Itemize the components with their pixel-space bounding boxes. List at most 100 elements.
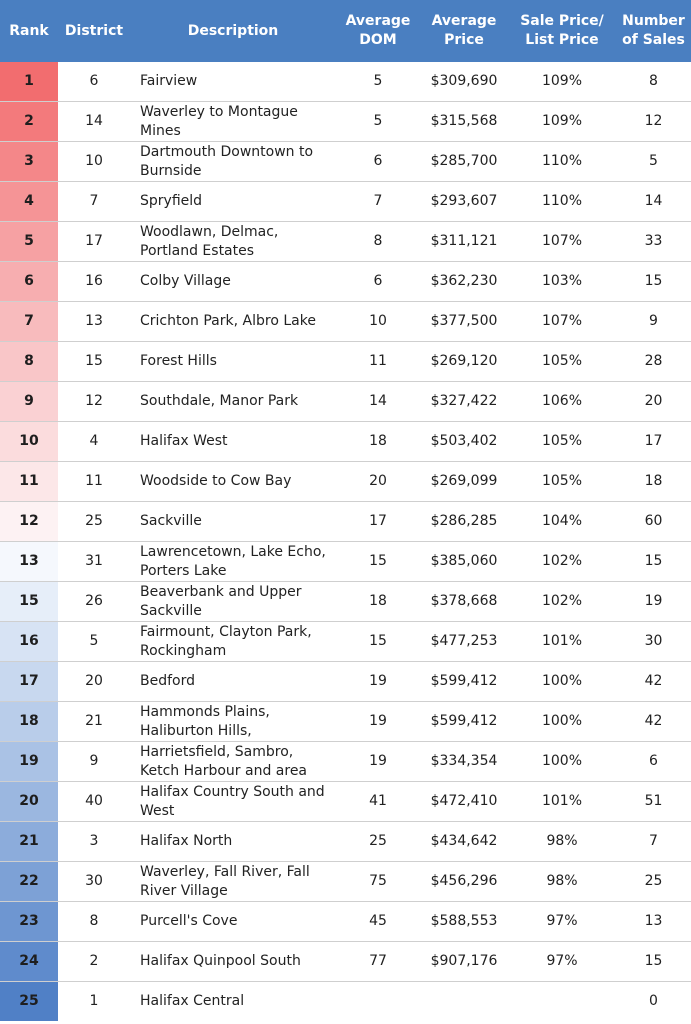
description-cell: Woodside to Cow Bay [130,461,336,502]
header-sale-list-ratio: Sale Price/ List Price [508,0,616,62]
sale-list-ratio-cell: 101% [508,781,616,822]
sale-list-ratio-cell [508,982,616,1022]
table-row: 13 31 Lawrencetown, Lake Echo, Porters Lak… [0,541,691,582]
average-dom-cell: 5 [336,62,420,102]
average-dom-cell: 5 [336,101,420,142]
average-dom-cell: 18 [336,421,420,462]
average-dom-cell: 45 [336,901,420,942]
description-cell: Crichton Park, Albro Lake [130,301,336,342]
table-row: 22 30 Waverley, Fall River, Fall River Vil… [0,861,691,902]
description-cell: Dartmouth Downtown to Burnside [130,141,336,182]
average-price-cell: $362,230 [420,261,508,302]
average-price-cell: $309,690 [420,62,508,102]
average-price-cell: $434,642 [420,821,508,862]
average-dom-cell: 17 [336,501,420,542]
average-price-cell: $269,099 [420,461,508,502]
number-of-sales-cell: 0 [649,993,658,1009]
average-price-cell: $293,607 [420,181,508,222]
average-dom-cell: 77 [336,941,420,982]
average-dom-cell: 6 [336,141,420,182]
average-price-cell: $385,060 [420,541,508,582]
sale-list-ratio-cell: 102% [508,541,616,582]
header-rank-label: Rank [9,22,49,39]
average-dom-cell: 75 [336,861,420,902]
average-dom-cell: 19 [336,701,420,742]
average-dom-cell: 19 [336,661,420,702]
district-cell: 9 [58,741,130,782]
sale-list-ratio-cell: 105% [508,461,616,502]
rank-cell: 7 [0,301,58,342]
header-district: District [58,0,130,62]
number-of-sales-cell: 14 [616,181,691,222]
description-cell: Waverley to Montague Mines [130,101,336,142]
district-cell: 11 [58,461,130,502]
description-cell: Purcell's Cove [130,901,336,942]
sale-list-ratio-cell: 107% [508,301,616,342]
average-dom-cell: 15 [336,541,420,582]
table-row: 15 26 Beaverbank and Upper Sackville 18 $378… [0,581,691,622]
table-row: 11 11 Woodside to Cow Bay 20 $269,099 105% 18 [0,461,691,502]
header-number-of-sales: Number of Sales [616,0,691,62]
rank-cell: 15 [0,581,58,622]
average-price-cell: $311,121 [420,221,508,262]
table-row: 4 7 Spryfield 7 $293,607 110% 14 [0,181,691,222]
description-cell: Halifax West [130,421,336,462]
rank-cell: 21 [0,821,58,862]
description-cell: Halifax Quinpool South [130,941,336,982]
description-cell: Colby Village [130,261,336,302]
sale-list-ratio-cell: 100% [508,661,616,702]
description-cell: Hammonds Plains, Haliburton Hills, [130,701,336,742]
table-row: 6 16 Colby Village 6 $362,230 103% 15 [0,261,691,302]
average-price-cell: $378,668 [420,581,508,622]
table-row: 16 5 Fairmount, Clayton Park, Rockingham 15… [0,621,691,662]
header-average-dom-line1: Average [345,13,411,29]
description-cell: Spryfield [130,181,336,222]
average-price-cell: $315,568 [420,101,508,142]
sale-list-ratio-cell: 100% [508,701,616,742]
average-price-cell: $285,700 [420,141,508,182]
sale-list-ratio-cell: 106% [508,381,616,422]
number-of-sales-cell: 13 [616,901,691,942]
average-dom-cell: 15 [336,621,420,662]
table-row: 7 13 Crichton Park, Albro Lake 10 $377,500 10… [0,301,691,342]
table-row: 9 12 Southdale, Manor Park 14 $327,422 106% 20 [0,381,691,422]
description-cell: Beaverbank and Upper Sackville [130,581,336,622]
table-row: 21 3 Halifax North 25 $434,642 98% 7 [0,821,691,862]
table-header: Rank District Description Average DOM Av… [0,0,691,62]
rank-cell: 3 [0,141,58,182]
sale-list-ratio-cell: 97% [508,941,616,982]
header-description-label: Description [187,22,279,39]
table-row: 2 14 Waverley to Montague Mines 5 $315,568 10… [0,101,691,142]
table-row: 17 20 Bedford 19 $599,412 100% 42 [0,661,691,702]
sale-list-ratio-cell: 107% [508,221,616,262]
rank-cell: 10 [0,421,58,462]
district-cell: 40 [58,781,130,822]
header-district-label: District [64,22,124,39]
table-row: 18 21 Hammonds Plains, Haliburton Hills, 19… [0,701,691,742]
average-price-cell: $327,422 [420,381,508,422]
number-of-sales-cell: 28 [616,341,691,382]
average-price-cell [420,982,508,1022]
header-sale-list-ratio-line2: List Price [525,32,599,48]
header-average-dom-line2: DOM [359,32,397,48]
district-cell: 13 [58,301,130,342]
rank-cell: 17 [0,661,58,702]
rank-cell: 11 [0,461,58,502]
sale-list-ratio-cell: 109% [508,62,616,102]
sale-list-ratio-cell: 105% [508,421,616,462]
header-average-price-line2: Price [444,32,484,48]
district-cell: 2 [58,941,130,982]
rank-cell: 23 [0,901,58,942]
rank-cell: 18 [0,701,58,742]
rank-cell: 4 [0,181,58,222]
sale-list-ratio-cell: 101% [508,621,616,662]
rank-cell: 6 [0,261,58,302]
number-of-sales-cell: 60 [616,501,691,542]
average-dom-cell: 20 [336,461,420,502]
number-of-sales-cell: 15 [616,261,691,302]
average-price-cell: $599,412 [420,701,508,742]
district-cell: 15 [58,341,130,382]
number-of-sales-cell: 20 [616,381,691,422]
average-price-cell: $477,253 [420,621,508,662]
sale-list-ratio-cell: 104% [508,501,616,542]
